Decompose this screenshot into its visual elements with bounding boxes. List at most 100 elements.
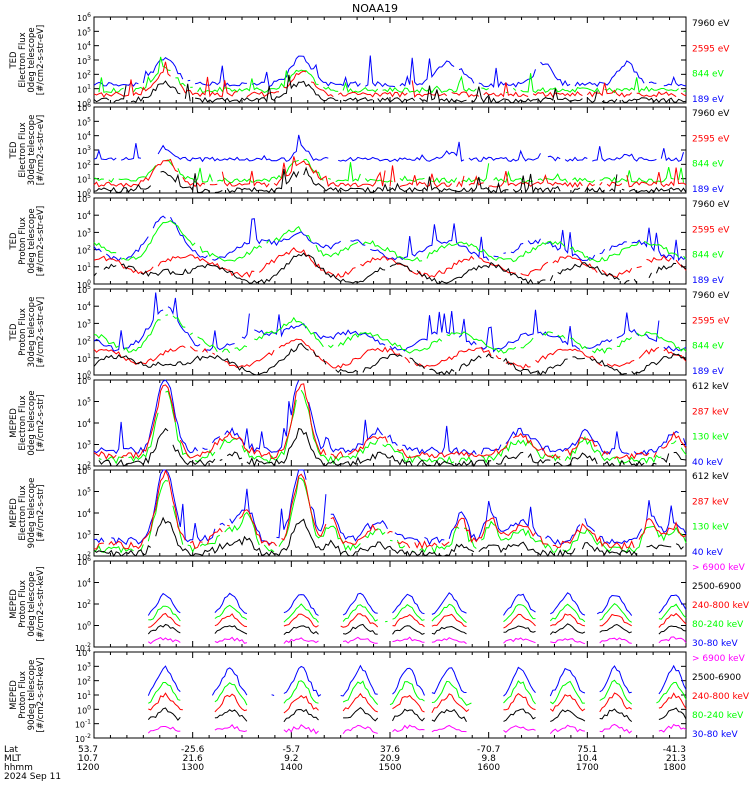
y-tick-label: 100 — [77, 279, 91, 290]
y-axis-label: MEPEDProton Flux90deg telescope[#/cm2-s-… — [9, 658, 46, 733]
y-tick-label: 104 — [77, 41, 91, 52]
y-tick-label: 10-2 — [75, 642, 91, 653]
series-trace-red — [93, 247, 687, 279]
legend-entry: 40 keV — [692, 548, 724, 558]
footer-lat: -70.7 — [477, 745, 500, 755]
panel-frame — [93, 651, 687, 739]
y-tick-label: 102 — [77, 245, 91, 256]
footer-hhmm: 1700 — [576, 763, 599, 773]
series-trace-blue — [147, 592, 687, 616]
series-trace-green — [93, 158, 684, 184]
legend-entry: 189 eV — [692, 367, 725, 377]
footer-mlt: 10.7 — [78, 754, 98, 764]
y-axis-label: TEDElectron Flux30deg telescope[#/cm2-s-… — [9, 115, 46, 186]
y-tick-label: 100 — [77, 188, 91, 199]
y-tick-label: 102 — [77, 676, 91, 687]
series-trace-blue — [93, 55, 687, 89]
series-trace-black — [93, 166, 687, 195]
y-axis-label: TEDProton Flux30deg telescope[#/cm2-s-st… — [9, 297, 46, 368]
legend-entry: 612 keV — [692, 382, 729, 392]
y-tick-label: 100 — [77, 370, 91, 381]
y-tick-label: 102 — [77, 69, 91, 80]
y-tick-label: 103 — [77, 318, 91, 329]
series-trace-magenta — [148, 636, 687, 645]
legend-entry: 189 eV — [692, 276, 725, 286]
y-tick-label: 101 — [77, 84, 91, 95]
legend-entry: 30-80 keV — [692, 639, 738, 649]
footer-hhmm: 1300 — [181, 763, 204, 773]
footer-row-label: hhmm — [4, 763, 33, 773]
legend-entry: 240-800 keV — [692, 692, 750, 702]
y-tick-label: 104 — [77, 210, 91, 221]
y-tick-label: 101 — [77, 262, 91, 273]
footer-row-label: Lat — [4, 745, 19, 755]
series-trace-red — [148, 692, 687, 714]
legend-entry: 189 eV — [692, 185, 725, 195]
y-tick-label: 103 — [77, 227, 91, 238]
y-tick-label: 101 — [77, 690, 91, 701]
series-trace-black — [93, 74, 687, 104]
y-tick-label: 106 — [77, 465, 91, 476]
panel-frame — [93, 16, 687, 104]
y-tick-label: 104 — [77, 418, 91, 429]
y-tick-label: 106 — [77, 12, 91, 23]
legend-entry: 844 eV — [692, 342, 725, 352]
series-trace-blue — [147, 664, 687, 697]
series-trace-blue — [93, 469, 687, 546]
footer-mlt: 21.6 — [183, 754, 203, 764]
series-trace-red — [93, 61, 687, 98]
y-tick-label: 102 — [77, 336, 91, 347]
legend-entry: 80-240 keV — [692, 711, 744, 721]
legend-entry: 30-80 keV — [692, 730, 738, 740]
series-trace-green — [148, 679, 687, 706]
series-trace-blue — [93, 134, 684, 163]
footer-row-label: MLT — [4, 754, 22, 764]
panel-frame — [93, 560, 687, 648]
y-tick-label: 106 — [77, 375, 91, 386]
legend-entry: > 6900 keV — [692, 563, 746, 573]
y-tick-label: 106 — [77, 556, 91, 567]
panel-4: 100 101 102 103 104 105 TEDProton Flux30deg te… — [9, 284, 730, 381]
series-trace-black — [147, 706, 687, 723]
y-tick-label: 102 — [77, 461, 91, 472]
footer-lat: -41.3 — [663, 745, 686, 755]
legend-entry: 7960 eV — [692, 291, 730, 301]
panel-5: 102 103 104 105 106 MEPEDElectron Flux0deg te… — [9, 375, 729, 472]
y-axis-label: MEPEDElectron Flux90deg telescope[#/cm2-… — [9, 478, 46, 549]
footer-mlt: 9.2 — [284, 754, 298, 764]
y-axis-label: MEPEDElectron Flux0deg telescope[#/cm2-s… — [9, 390, 46, 455]
panel-8: 10-2 10-1 100 101 102 103 104 MEPEDProton Flux9… — [9, 647, 750, 744]
figure-title: NOAA19 — [352, 2, 398, 15]
y-tick-label: 103 — [77, 530, 91, 541]
series-trace-green — [148, 602, 687, 623]
y-tick-label: 105 — [77, 284, 91, 295]
y-tick-label: 101 — [77, 174, 91, 185]
legend-entry: 2500-6900 — [692, 673, 741, 683]
legend-entry: 7960 eV — [692, 109, 730, 119]
legend-entry: 189 eV — [692, 95, 725, 105]
y-tick-label: 10-2 — [75, 733, 91, 744]
legend-entry: 40 keV — [692, 458, 724, 468]
y-tick-label: 102 — [77, 599, 91, 610]
series-trace-green — [98, 389, 687, 465]
footer-hhmm: 1200 — [77, 763, 100, 773]
y-tick-label: 105 — [77, 193, 91, 204]
series-trace-red — [93, 469, 687, 551]
legend-entry: 612 keV — [692, 472, 729, 482]
series-trace-green — [93, 314, 687, 354]
y-tick-label: 103 — [77, 661, 91, 672]
footer-mlt: 9.8 — [482, 754, 497, 764]
legend-entry: 2595 eV — [692, 316, 730, 326]
legend-entry: 844 eV — [692, 160, 725, 170]
footer-date: 2024 Sep 11 — [4, 772, 61, 782]
legend-entry: 80-240 keV — [692, 620, 744, 630]
footer-hhmm: 1800 — [663, 763, 686, 773]
legend-entry: 240-800 keV — [692, 601, 750, 611]
y-tick-label: 100 — [77, 704, 91, 715]
y-tick-label: 104 — [77, 508, 91, 519]
y-tick-label: 103 — [77, 440, 91, 451]
panels: 100 101 102 103 104 105 106 TEDElectron Flux0de… — [9, 12, 750, 744]
series-trace-black — [147, 623, 687, 635]
y-tick-label: 103 — [77, 145, 91, 156]
panel-7: 10-2 100 102 104 106 MEPEDProton Flux0deg tel… — [9, 556, 750, 653]
